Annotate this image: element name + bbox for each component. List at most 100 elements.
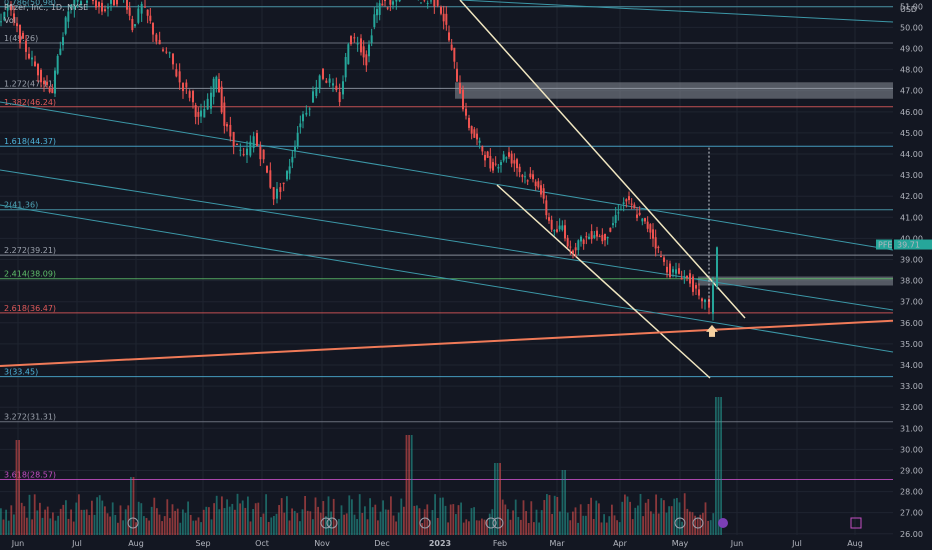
x-tick-label: Feb [493, 539, 507, 548]
candle-body [370, 35, 373, 43]
volume-bar [280, 498, 283, 535]
volume-bar [637, 505, 639, 535]
volume-bar [457, 505, 460, 535]
candle-body [620, 209, 622, 211]
volume-bar [434, 494, 436, 535]
volume-bar [109, 516, 111, 535]
candle-body [276, 188, 278, 199]
candle-body [574, 247, 577, 251]
candle-body [353, 37, 356, 39]
candle-body [604, 233, 606, 241]
volume-bar [387, 509, 390, 535]
candle-body [360, 38, 362, 53]
y-tick-label: 32.00 [900, 403, 923, 412]
volume-bar [317, 506, 319, 535]
y-tick-label: 28.00 [900, 488, 923, 497]
candle-body [534, 181, 537, 187]
volume-bar [309, 511, 312, 535]
volume-bar [202, 509, 205, 535]
volume-bar [715, 397, 717, 535]
volume-bar [595, 500, 598, 535]
fib-level-label: 2.272(39.21) [4, 246, 56, 255]
volume-bar [132, 477, 135, 535]
y-tick-label: 41.00 [900, 213, 923, 222]
y-tick-label: 30.00 [900, 445, 923, 454]
candle-body [192, 90, 194, 103]
candle-body [239, 149, 242, 151]
candle-body [518, 166, 521, 173]
candle-body [633, 204, 636, 209]
y-tick-label: 26.00 [900, 530, 923, 539]
candle-body [566, 237, 569, 247]
volume-bar [52, 512, 54, 535]
fib-level-label: 2.618(36.47) [4, 304, 56, 313]
x-tick-label: Jun [730, 539, 744, 548]
y-tick-label: 43.00 [900, 171, 923, 180]
volume-bar [20, 502, 23, 535]
y-tick-label: 51.00 [900, 2, 923, 11]
volume-bar [522, 500, 525, 535]
candle-body [229, 124, 232, 137]
candle-body [144, 6, 146, 8]
candle-body [617, 212, 620, 214]
fib-level-label: 1.272(47.11) [4, 79, 56, 88]
candle-body [593, 235, 596, 238]
volume-bar [145, 517, 148, 535]
volume-bar [179, 522, 182, 535]
candle-body [10, 4, 12, 11]
volume-bar [98, 495, 101, 535]
volume-bar [278, 505, 280, 535]
volume-bar [2, 519, 5, 535]
candle-body [456, 68, 458, 82]
volume-bar [371, 507, 374, 535]
candle-body [386, 7, 389, 9]
volume-bar [265, 494, 267, 535]
candle-body [580, 236, 582, 242]
candle-body [683, 276, 686, 278]
y-tick-label: 31.00 [900, 424, 923, 433]
candle-body [644, 218, 646, 222]
volume-bar [0, 508, 2, 535]
volume-bar [85, 509, 88, 535]
volume-bar [603, 514, 605, 535]
volume-bar [499, 463, 501, 535]
volume-bar [530, 501, 533, 535]
volume-bar [382, 500, 384, 535]
volume-bar [366, 519, 369, 535]
volume-bar [538, 522, 540, 535]
volume-bar [62, 504, 65, 535]
volume-bar [39, 502, 41, 535]
volume-bar [478, 520, 481, 535]
volume-bar [13, 514, 15, 535]
volume-bar [228, 506, 231, 535]
candle-body [628, 196, 630, 201]
candle-body [107, 7, 109, 9]
volume-bar [332, 498, 335, 535]
volume-bar [327, 496, 330, 535]
candle-body [468, 117, 470, 128]
candle-body [194, 104, 197, 117]
candle-body [335, 85, 338, 91]
future-event-marker-icon [850, 517, 862, 529]
y-tick-label: 29.00 [900, 466, 923, 475]
volume-bar [670, 506, 673, 535]
candle-body [453, 47, 456, 62]
candle-body [646, 221, 649, 229]
volume-bar [707, 520, 709, 535]
candle-body [215, 76, 218, 89]
candle-body [140, 3, 143, 14]
candle-body [680, 277, 683, 280]
volume-bar [720, 397, 722, 535]
candle-body [596, 230, 598, 237]
candle-body [500, 162, 502, 165]
volume-bar [652, 513, 655, 535]
volume-bar [717, 397, 720, 535]
volume-bar [122, 520, 124, 535]
candle-body [362, 46, 365, 58]
candle-body [175, 69, 178, 77]
volume-bar [691, 512, 694, 535]
candle-body [137, 8, 140, 23]
candle-body [695, 285, 697, 289]
y-tick-label: 42.00 [900, 192, 923, 201]
